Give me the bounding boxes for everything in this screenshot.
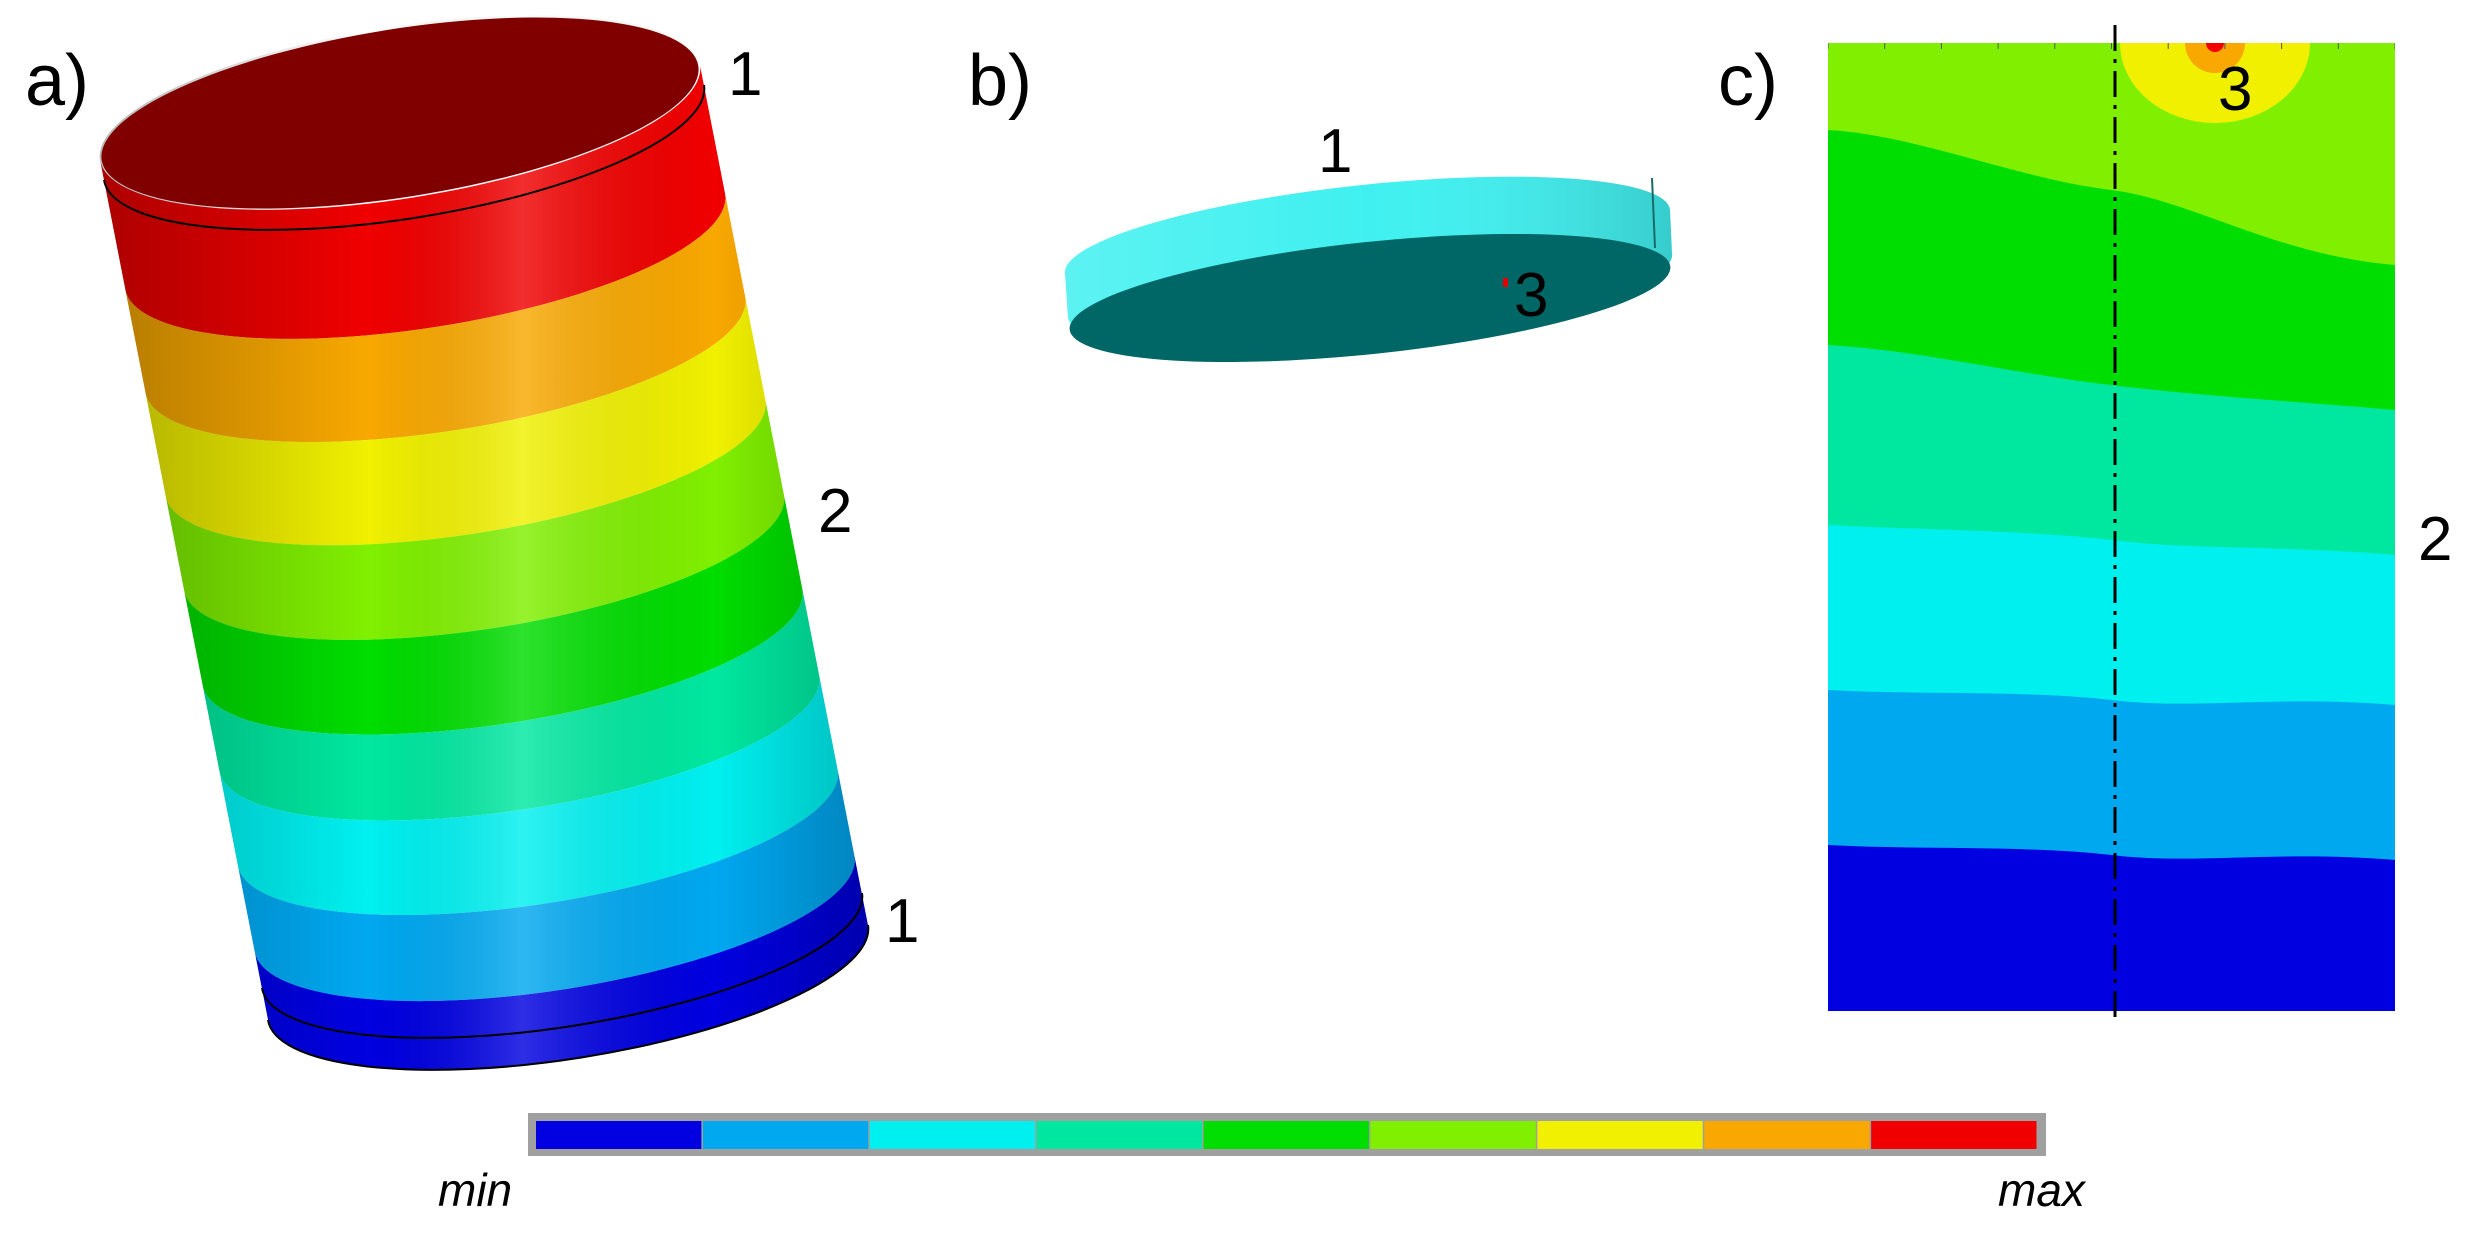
contour-hotspot [2206,43,2224,52]
marker-3-point: 3 [1514,261,1548,330]
marker-2-side-c: 2 [2418,505,2452,574]
contour-plot [1828,43,2395,1011]
panel-b: b) 1 3 [968,41,1673,363]
panel-b-label: b) [968,41,1032,121]
legend-max-label: max [1998,1164,2087,1216]
legend-swatch [1370,1121,1536,1149]
panel-a: a) 1 2 1 [25,15,919,1071]
marker-2-side: 2 [818,477,852,546]
legend-swatch [1036,1121,1203,1149]
legend-swatch [702,1121,869,1149]
disc-seam [1651,177,1656,249]
cylinder-top-cap [101,17,699,209]
legend-swatch [536,1121,702,1149]
contour-hotspot [2185,43,2245,73]
legend-swatch [869,1121,1036,1149]
marker-1-bottom: 1 [885,887,919,956]
contour-hotspot [2120,43,2310,123]
disc-bottom-face [1069,233,1671,363]
cylinder-bottom-ring [267,924,870,1071]
legend-swatch [1537,1121,1703,1149]
legend-swatch [1704,1121,1870,1149]
cylinder-top-rim [103,84,706,231]
marker-1-top: 1 [728,40,762,109]
legend-swatch [1203,1121,1369,1149]
marker-1-rim: 1 [1318,117,1352,186]
cylinder-bottom-rim [261,892,864,1039]
color-legend: min max [438,1113,2087,1216]
panel-a-label: a) [25,41,89,121]
marker-3-hotspot: 3 [2218,55,2252,124]
legend-swatches [536,1121,2037,1149]
legend-swatch [1871,1121,2037,1149]
point-3-marker [1503,278,1508,287]
panel-c: c) 3 2 [1718,25,2452,1020]
legend-min-label: min [438,1164,512,1216]
cylinder-shading [99,15,869,1070]
panel-c-label: c) [1718,41,1778,121]
